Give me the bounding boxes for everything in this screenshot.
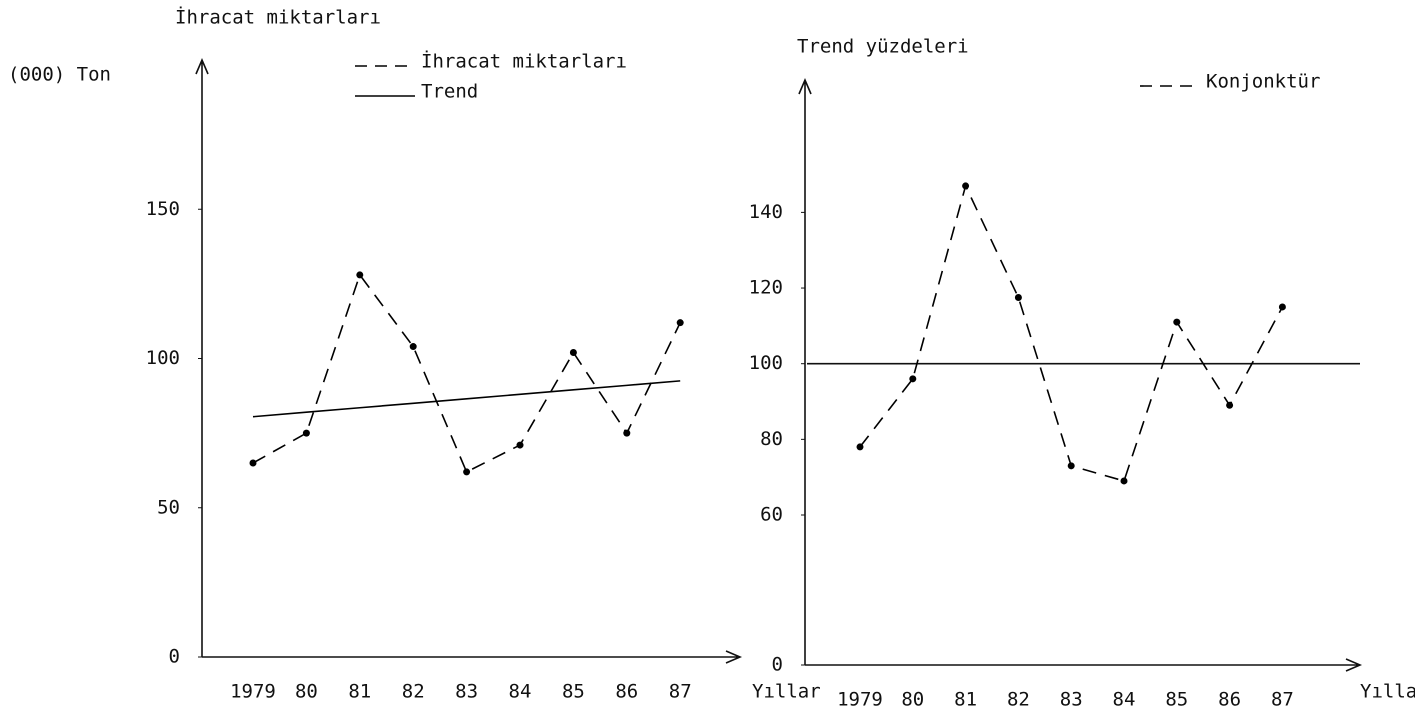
data-point [856,443,864,451]
data-point [463,468,471,476]
y-tick-label: 100 [749,352,783,374]
x-tick-label: 83 [1060,689,1083,711]
x-axis-label: Yıllar [752,681,821,703]
y-axis [798,77,812,665]
legend-label: Trend [421,81,478,103]
chart-title: İhracat miktarları [175,6,381,29]
y-tick-label: 80 [760,428,783,450]
data-point [1120,477,1128,485]
series-line [252,380,681,418]
series-line [252,273,681,474]
y-tick-label: 100 [146,347,180,369]
y-axis-label: Trend yüzdeleri [797,36,969,58]
y-tick-label: 120 [749,277,783,299]
data-point [676,319,684,327]
x-tick-label: 1979 [837,689,883,711]
data-point [356,271,364,279]
data-point [1173,318,1181,326]
y-tick-label: 0 [169,646,180,668]
x-tick-label: 81 [348,681,371,703]
y-tick-label: 0 [772,654,783,676]
y-axis-label: (000) Ton [8,64,111,86]
x-tick-label: 82 [1007,689,1030,711]
x-tick-label: 85 [562,681,585,703]
data-point [909,375,917,383]
x-tick-label: 87 [1271,689,1294,711]
x-tick-label: 87 [669,681,692,703]
x-tick-label: 81 [954,689,977,711]
data-point [302,429,310,437]
x-tick-label: 80 [295,681,318,703]
data-point [409,343,417,351]
data-point [623,429,631,437]
data-point [249,459,257,467]
y-tick-label: 50 [157,496,180,518]
data-point [569,349,577,357]
data-point [962,182,970,190]
x-axis [805,658,1363,672]
x-tick-label: 86 [1218,689,1241,711]
data-point [1067,462,1075,470]
legend-label: Konjonktür [1206,71,1320,93]
x-axis-label: Yıllar [1360,681,1415,703]
data-point [516,441,524,449]
x-tick-label: 86 [615,681,638,703]
data-point [1014,294,1022,301]
x-tick-label: 80 [901,689,924,711]
x-tick-label: 1979 [230,681,276,703]
data-point [1226,401,1234,409]
y-tick-label: 60 [760,504,783,526]
x-tick-label: 85 [1165,689,1188,711]
series-line [859,183,1284,482]
legend-label: İhracat miktarları [421,50,627,73]
x-tick-label: 84 [509,681,532,703]
x-axis [202,650,743,664]
y-tick-label: 140 [749,201,783,223]
data-point [1278,303,1286,311]
y-tick-label: 150 [146,198,180,220]
x-tick-label: 82 [402,681,425,703]
x-tick-label: 84 [1113,689,1136,711]
x-tick-label: 83 [455,681,478,703]
